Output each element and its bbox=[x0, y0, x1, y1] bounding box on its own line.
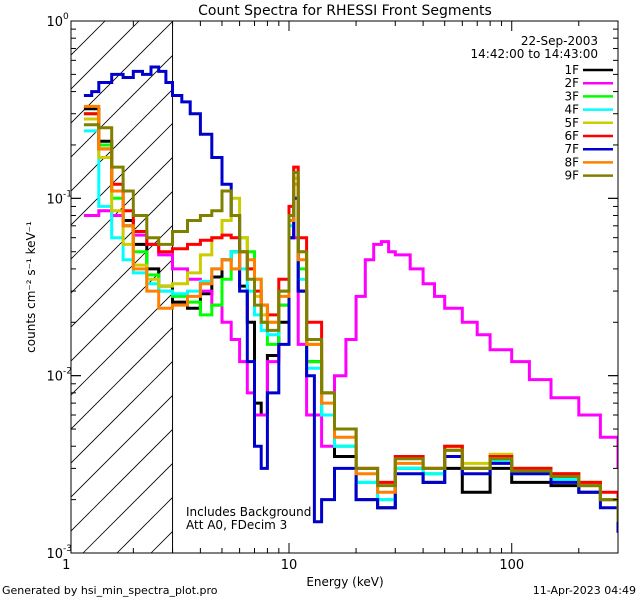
legend-label-7F: 7F bbox=[564, 142, 579, 156]
annotation-attenuator: Att A0, FDecim 3 bbox=[186, 518, 287, 532]
hatch-line bbox=[71, 156, 173, 260]
series-line-8F bbox=[83, 104, 618, 522]
y-tick-exp: -1 bbox=[63, 189, 72, 199]
legend-label-8F: 8F bbox=[564, 155, 579, 169]
legend-label-9F: 9F bbox=[564, 169, 579, 183]
axis-ticks bbox=[71, 20, 619, 554]
legend-label-6F: 6F bbox=[564, 129, 579, 143]
legend-label-2F: 2F bbox=[564, 76, 579, 90]
legend-label-3F: 3F bbox=[564, 89, 579, 103]
hatch-line bbox=[71, 88, 173, 192]
y-tick-base: 10 bbox=[46, 547, 63, 562]
series-line-1F bbox=[83, 107, 618, 522]
y-tick-base: 10 bbox=[46, 370, 63, 385]
hatch-line bbox=[71, 360, 173, 464]
y-axis-label: counts cm⁻² s⁻¹ keV⁻¹ bbox=[24, 221, 38, 353]
y-tick-label-1e-2: 10 -2 bbox=[46, 367, 72, 385]
y-tick-exp: -3 bbox=[63, 544, 72, 554]
series-layer bbox=[83, 65, 618, 533]
hatch-line bbox=[71, 21, 173, 124]
footer-timestamp: 11-Apr-2023 04:49 bbox=[533, 584, 636, 597]
annotation-background: Includes Background bbox=[186, 505, 311, 519]
legend-label-4F: 4F bbox=[564, 103, 579, 117]
hatch-line bbox=[71, 394, 173, 498]
x-tick-label-100: 100 bbox=[499, 558, 524, 573]
y-tick-exp: 0 bbox=[63, 12, 69, 22]
footer-generated-by: Generated by hsi_min_spectra_plot.pro bbox=[2, 584, 218, 597]
y-tick-exp: -2 bbox=[63, 367, 72, 377]
hatch-line bbox=[71, 190, 173, 294]
plot-frame bbox=[70, 20, 619, 554]
legend-time-range: 14:42:00 to 14:43:00 bbox=[471, 47, 598, 61]
x-tick-label-1: 1 bbox=[62, 558, 70, 573]
series-line-5F bbox=[83, 117, 618, 522]
x-axis-label: Energy (keV) bbox=[306, 575, 383, 589]
series-line-3F bbox=[83, 112, 618, 528]
legend: 22-Sep-2003 14:42:00 to 14:43:00 1F2F3F4… bbox=[471, 34, 613, 183]
hatch-line bbox=[71, 21, 72, 22]
y-tick-label-1e0: 10 0 bbox=[46, 12, 69, 30]
legend-label-1F: 1F bbox=[564, 63, 579, 77]
legend-date: 22-Sep-2003 bbox=[521, 34, 598, 48]
series-line-7F bbox=[83, 65, 618, 533]
y-tick-label-1e-3: 10 -3 bbox=[46, 544, 72, 562]
hatch-line bbox=[0, 0, 105, 553]
legend-label-5F: 5F bbox=[564, 116, 579, 130]
hatch-line bbox=[71, 326, 173, 430]
hatch-line bbox=[71, 428, 173, 532]
hatch-line bbox=[71, 54, 173, 158]
y-tick-label-1e-1: 10 -1 bbox=[46, 189, 72, 207]
hatch-line bbox=[71, 21, 106, 56]
y-tick-base: 10 bbox=[46, 15, 63, 30]
y-tick-base: 10 bbox=[46, 192, 63, 207]
series-line-9F bbox=[83, 123, 618, 522]
hatch-line bbox=[253, 0, 640, 553]
chart-title: Count Spectra for RHESSI Front Segments bbox=[198, 3, 492, 19]
x-tick-label-10: 10 bbox=[281, 558, 298, 573]
hatch-line bbox=[71, 21, 140, 90]
